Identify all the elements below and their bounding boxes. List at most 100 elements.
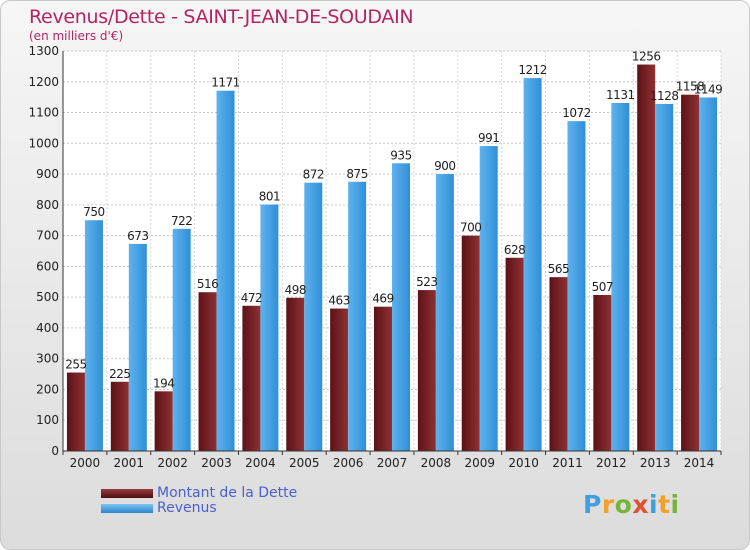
bar-revenus bbox=[479, 146, 498, 452]
data-label-revenus: 673 bbox=[127, 229, 148, 243]
x-tick-label: 2011 bbox=[552, 456, 583, 470]
data-label-dette: 463 bbox=[328, 294, 349, 308]
bar-revenus bbox=[260, 204, 279, 451]
bar-dette bbox=[549, 277, 568, 451]
bar-dette bbox=[198, 292, 217, 451]
bar-revenus bbox=[304, 182, 323, 451]
bar-dette bbox=[681, 94, 700, 451]
data-labels: 255 750 225 673 194 722 516 1171 472 801 498 872 463… bbox=[65, 50, 723, 391]
data-label-revenus: 1128 bbox=[650, 89, 679, 103]
data-label-dette: 700 bbox=[460, 221, 481, 235]
x-tick-label: 2002 bbox=[157, 456, 188, 470]
data-label-revenus: 875 bbox=[346, 167, 367, 181]
x-tick-label: 2010 bbox=[508, 456, 539, 470]
bar-revenus bbox=[435, 174, 454, 452]
bar-dette bbox=[417, 290, 436, 451]
y-tick-label: 1000 bbox=[28, 136, 59, 150]
bar-revenus bbox=[567, 121, 586, 452]
data-label-revenus: 935 bbox=[390, 148, 411, 162]
data-label-revenus: 991 bbox=[478, 131, 499, 145]
bar-revenus bbox=[523, 78, 542, 452]
data-label-dette: 255 bbox=[65, 358, 86, 372]
x-tick-label: 2006 bbox=[333, 456, 364, 470]
x-tick-label: 2013 bbox=[640, 456, 671, 470]
logo-letter: r bbox=[601, 490, 615, 519]
x-tick-label: 2009 bbox=[464, 456, 495, 470]
data-label-dette: 469 bbox=[372, 292, 393, 306]
data-label-revenus: 1171 bbox=[211, 76, 240, 90]
data-label-dette: 472 bbox=[241, 291, 262, 305]
bar-revenus bbox=[348, 181, 367, 451]
x-tick-label: 2007 bbox=[377, 456, 408, 470]
data-label-revenus: 900 bbox=[434, 159, 455, 173]
bar-dette bbox=[374, 306, 392, 451]
x-tick-label: 2014 bbox=[684, 456, 715, 470]
x-tick-label: 2001 bbox=[114, 456, 145, 470]
y-tick-label: 0 bbox=[51, 444, 59, 458]
bar-revenus bbox=[128, 243, 147, 451]
y-tick-label: 400 bbox=[36, 321, 59, 335]
data-label-dette: 523 bbox=[416, 275, 437, 289]
data-label-dette: 516 bbox=[197, 277, 218, 291]
data-label-dette: 1256 bbox=[632, 50, 661, 64]
y-tick-label: 100 bbox=[36, 413, 59, 427]
bar-dette bbox=[242, 305, 261, 451]
data-label-revenus: 872 bbox=[303, 168, 324, 182]
y-tick-label: 1200 bbox=[28, 75, 59, 89]
bar-revenus bbox=[172, 228, 191, 451]
x-tick-label: 2005 bbox=[289, 456, 320, 470]
x-tick-label: 2000 bbox=[70, 456, 101, 470]
bar-dette bbox=[593, 295, 612, 451]
y-tick-label: 800 bbox=[36, 198, 59, 212]
bar-dette bbox=[637, 64, 656, 452]
bar-revenus bbox=[392, 163, 410, 452]
data-label-revenus: 1131 bbox=[606, 88, 635, 102]
bar-revenus bbox=[699, 97, 718, 451]
data-label-dette: 565 bbox=[548, 262, 569, 276]
data-label-dette: 507 bbox=[592, 280, 613, 294]
data-label-dette: 1158 bbox=[676, 80, 705, 94]
data-label-dette: 628 bbox=[504, 243, 525, 257]
y-tick-label: 1100 bbox=[28, 106, 59, 120]
bar-revenus bbox=[611, 103, 630, 451]
logo-letter: i bbox=[649, 490, 659, 519]
bar-dette bbox=[505, 257, 524, 451]
y-axis-ticks: 0 100 200 300 400 500 600 700 800 900 1000 1100 1200… bbox=[28, 44, 59, 458]
y-tick-label: 300 bbox=[36, 352, 59, 366]
logo-letter: P bbox=[583, 490, 602, 519]
x-tick-label: 2008 bbox=[421, 456, 452, 470]
data-label-revenus: 750 bbox=[83, 205, 104, 219]
y-tick-label: 700 bbox=[36, 229, 59, 243]
bar-dette bbox=[110, 381, 129, 451]
logo-letter: o bbox=[614, 490, 633, 519]
legend-label-revenus: Revenus bbox=[157, 500, 217, 516]
logo-letter: t bbox=[658, 490, 671, 519]
logo-letter: x bbox=[632, 490, 649, 519]
data-label-dette: 225 bbox=[109, 367, 130, 381]
data-label-revenus: 1212 bbox=[518, 63, 547, 77]
data-label-revenus: 1072 bbox=[562, 106, 591, 120]
legend-label-dette: Montant de la Dette bbox=[157, 485, 298, 501]
legend-swatch-dette bbox=[101, 489, 153, 498]
bar-dette bbox=[66, 372, 85, 451]
x-tick-label: 2012 bbox=[596, 456, 627, 470]
data-label-revenus: 1149 bbox=[694, 82, 723, 96]
chart-title: Revenus/Dette - SAINT-JEAN-DE-SOUDAIN bbox=[29, 6, 414, 28]
bar-dette bbox=[330, 308, 349, 451]
bar-dette bbox=[154, 391, 173, 451]
x-tick-label: 2004 bbox=[245, 456, 276, 470]
proxiti-logo: Proxiti bbox=[583, 490, 680, 519]
legend-swatch-revenus bbox=[101, 504, 153, 513]
y-tick-label: 900 bbox=[36, 167, 59, 181]
axes bbox=[62, 51, 722, 455]
y-tick-label: 500 bbox=[36, 290, 59, 304]
y-tick-label: 1300 bbox=[28, 44, 59, 58]
data-label-dette: 498 bbox=[285, 283, 306, 297]
x-axis-ticks: 2000 2001 2002 2003 2004 2005 2006 2007 2008 2009… bbox=[70, 456, 715, 470]
bar-revenus bbox=[216, 90, 235, 451]
bar-revenus bbox=[655, 103, 674, 451]
y-tick-label: 200 bbox=[36, 382, 59, 396]
x-tick-label: 2003 bbox=[201, 456, 232, 470]
